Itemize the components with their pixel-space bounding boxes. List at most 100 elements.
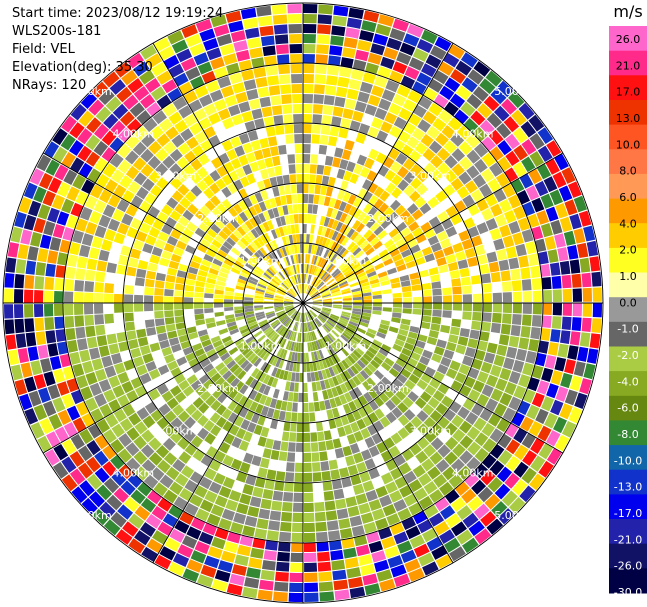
velocity-gate (432, 390, 445, 402)
velocity-gate (582, 287, 592, 302)
velocity-gate (321, 259, 328, 269)
velocity-gate (390, 161, 402, 174)
velocity-gate (266, 469, 277, 480)
velocity-gate (422, 309, 432, 316)
velocity-gate (362, 179, 372, 191)
velocity-gate (544, 412, 558, 429)
velocity-gate (504, 472, 520, 489)
velocity-gate (261, 338, 270, 347)
velocity-gate (122, 403, 136, 417)
velocity-gate (25, 332, 37, 347)
velocity-gate (157, 497, 173, 512)
velocity-gate (489, 228, 502, 241)
velocity-gate (378, 348, 389, 357)
velocity-gate (47, 250, 59, 264)
velocity-gate (203, 378, 214, 390)
velocity-gate (444, 537, 461, 553)
velocity-gate (431, 316, 442, 325)
velocity-gate (28, 200, 42, 217)
velocity-gate (307, 342, 311, 352)
velocity-gate (185, 278, 196, 286)
velocity-gate (444, 101, 459, 116)
velocity-gate (280, 327, 287, 336)
velocity-gate (398, 462, 412, 475)
velocity-gate (303, 263, 305, 273)
velocity-gate (243, 362, 253, 373)
velocity-gate (360, 318, 370, 324)
velocity-gate (555, 386, 569, 402)
velocity-gate (260, 426, 270, 438)
velocity-gate (312, 295, 321, 300)
velocity-gate (498, 259, 510, 271)
velocity-gate (476, 198, 489, 212)
velocity-gate (43, 400, 57, 417)
velocity-gate (236, 471, 248, 483)
velocity-gate (343, 170, 353, 182)
velocity-gate (118, 433, 132, 448)
velocity-gate (374, 369, 384, 380)
velocity-gate (378, 249, 389, 258)
velocity-gate (316, 421, 324, 432)
velocity-gate (24, 318, 35, 333)
velocity-gate (309, 164, 317, 174)
velocity-gate (467, 441, 481, 456)
velocity-gate (409, 272, 420, 280)
velocity-gate (212, 340, 223, 348)
velocity-gate (481, 422, 496, 437)
velocity-gate (496, 248, 508, 261)
colorbar-tick-label: -10.0 (614, 454, 642, 467)
colorbar-tick-label: 1.0 (619, 270, 637, 283)
velocity-gate (508, 335, 520, 348)
velocity-gate (184, 416, 196, 429)
velocity-gate (516, 190, 530, 205)
velocity-gate (385, 481, 398, 494)
velocity-gate (530, 438, 545, 454)
velocity-gate (416, 39, 434, 53)
velocity-gate (574, 392, 588, 409)
velocity-gate (299, 372, 303, 382)
velocity-gate (257, 436, 267, 447)
velocity-gate (182, 568, 200, 583)
velocity-gate (452, 286, 462, 295)
velocity-gate (311, 124, 321, 134)
velocity-gate (264, 293, 274, 297)
velocity-gate (117, 394, 130, 408)
velocity-gate (347, 194, 357, 205)
velocity-gate (384, 112, 398, 125)
colorbar-tick-label: -2.0 (617, 349, 638, 362)
velocity-gate (161, 250, 173, 260)
velocity-gate (340, 180, 349, 191)
velocity-gate (387, 267, 397, 275)
velocity-gate (237, 544, 251, 557)
velocity-gate (272, 322, 281, 330)
velocity-gate (353, 386, 363, 398)
velocity-gate (459, 267, 470, 278)
velocity-gate (337, 426, 346, 438)
velocity-gate (30, 360, 43, 376)
velocity-gate (438, 109, 453, 124)
velocity-gate (462, 311, 472, 320)
velocity-gate (450, 380, 463, 392)
velocity-gate (455, 85, 472, 101)
velocity-gate (304, 592, 319, 602)
velocity-gate (480, 511, 497, 527)
velocity-gate (471, 358, 483, 370)
velocity-gate (422, 561, 439, 576)
velocity-gate (396, 333, 407, 342)
velocity-gate (314, 84, 325, 95)
velocity-gate (267, 376, 275, 387)
velocity-gate (337, 278, 347, 285)
velocity-gate (499, 199, 512, 213)
velocity-gate (189, 471, 203, 484)
velocity-gate (372, 240, 383, 250)
velocity-gate (239, 493, 252, 505)
velocity-gate (462, 303, 472, 312)
velocity-gate (504, 167, 519, 183)
velocity-gate (325, 85, 337, 96)
velocity-gate (409, 534, 426, 549)
velocity-gate (513, 144, 528, 161)
velocity-gate (412, 250, 424, 260)
velocity-gate (275, 291, 285, 296)
velocity-gate (507, 194, 521, 209)
velocity-gate (289, 382, 295, 392)
